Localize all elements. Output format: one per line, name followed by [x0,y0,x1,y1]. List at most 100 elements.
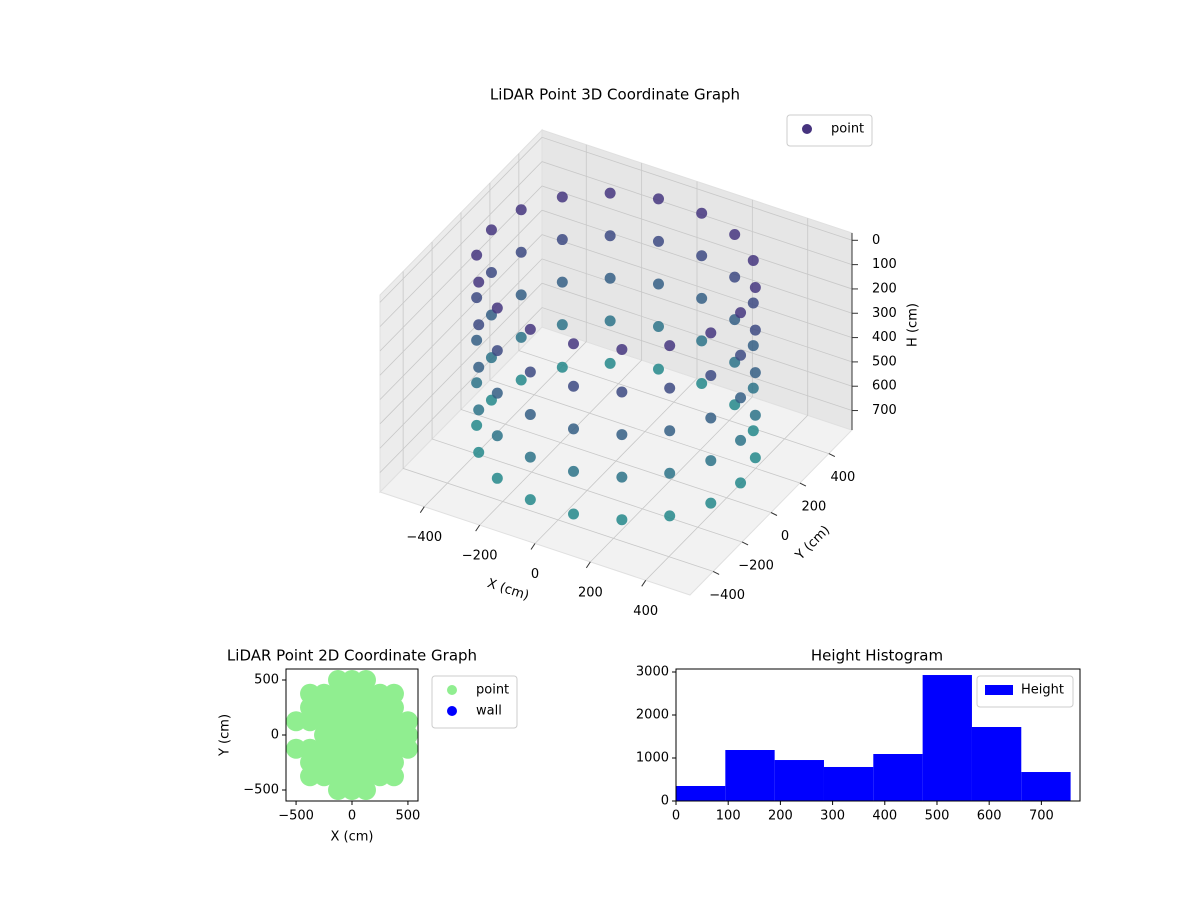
bar [725,750,775,801]
point [383,711,404,732]
point [355,670,376,690]
y-tick [712,570,720,575]
point [696,335,708,347]
y-tick-label: −500 [243,783,279,798]
grid-line [479,163,643,526]
point [397,738,418,759]
point [568,508,580,520]
point [471,334,483,346]
point [300,738,321,759]
point [491,387,503,399]
x-tick-label: 0 [348,809,356,824]
point [664,425,676,437]
bar [774,760,824,801]
point [568,380,580,392]
point [491,302,503,314]
point [286,738,307,759]
x-tick-label: 500 [396,809,421,824]
y-tick-label: 0 [271,728,279,743]
x-tick-label: −500 [278,809,314,824]
legend-frame [976,675,1074,708]
point [568,423,580,435]
bar [873,754,923,801]
z-tick-label: 500 [872,354,897,369]
point [328,766,349,787]
point [515,289,527,301]
point [300,697,321,718]
point [383,725,404,745]
x-tick [641,580,647,587]
point [342,683,362,704]
point [604,230,616,242]
bar [823,766,874,801]
point [342,780,362,800]
grid-line [379,282,853,449]
point [369,683,390,704]
point [696,377,708,389]
point [664,382,676,394]
point [749,367,761,379]
point [383,683,404,704]
point [616,471,628,483]
point [369,697,390,718]
y-axis-label: Y (cm) [218,714,233,757]
legend-label: point [831,122,864,137]
point [524,409,536,421]
point [369,725,390,745]
x-axis-label: X (cm) [331,830,374,845]
point [556,276,568,288]
point [747,297,759,309]
point [664,510,676,522]
bar [971,727,1022,801]
point [473,361,485,373]
point [314,766,335,787]
point [604,272,616,284]
point [383,766,404,787]
point [556,191,568,203]
point [696,207,708,219]
point [705,369,717,381]
point [749,282,761,294]
y-tick [828,453,836,458]
z-tick-label: 700 [872,403,897,418]
bar [1021,772,1071,801]
point [729,229,741,241]
x-tick [530,543,536,550]
point [471,377,483,389]
x-tick-label: 200 [578,585,603,600]
y-tick-label: 0 [781,529,789,544]
grid-line [534,181,698,544]
legend-label: Height [1021,683,1064,698]
x-tick-label: 600 [977,809,1002,824]
z-tick-label: 200 [872,281,897,296]
point [397,711,418,732]
point [729,271,741,283]
grid-line [379,136,853,303]
point [369,711,390,732]
x-tick [475,524,481,532]
point [471,249,483,261]
point [471,419,483,431]
y-tick [770,512,778,516]
point [383,752,404,773]
point [604,187,616,199]
point [705,327,717,339]
x-tick [419,506,425,513]
point [471,292,483,304]
point [369,738,390,759]
z-tick-label: 300 [872,306,897,321]
y-tick-label: −200 [738,558,774,573]
point [328,670,349,690]
x-tick [585,561,591,569]
point [705,455,717,467]
y-tick-label: −400 [709,588,745,603]
point [342,725,362,745]
point [568,465,580,477]
x-tick-label: 700 [1029,809,1054,824]
point [747,340,759,352]
y-tick [799,482,807,487]
point [491,472,503,484]
point [735,477,747,489]
grid-line [379,258,853,425]
point [355,780,376,800]
